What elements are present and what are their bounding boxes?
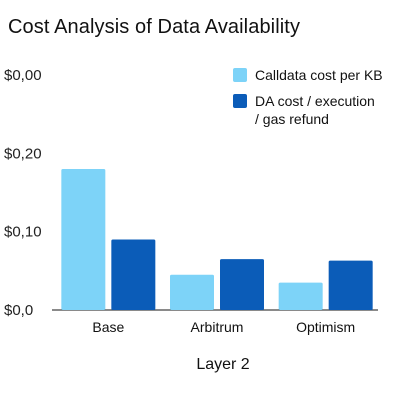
x-tick-label: Optimism xyxy=(296,319,355,335)
y-tick-label: $0,10 xyxy=(4,224,42,241)
bar xyxy=(61,169,106,310)
bar xyxy=(170,274,214,310)
y-tick-label: $0,0 xyxy=(4,302,33,319)
x-tick-label: Base xyxy=(92,319,124,335)
legend-swatch xyxy=(233,68,247,82)
legend-swatch xyxy=(233,94,247,108)
chart-bars xyxy=(61,169,373,310)
chart-axes: $0,0 $0,10 $0,20 $0,00 Base Arbitrum Optimism L… xyxy=(4,67,378,373)
legend-label: Calldata cost per KB xyxy=(255,67,383,83)
chart-title: Cost Analysis of Data Availability xyxy=(8,16,301,38)
bar xyxy=(328,260,373,310)
x-axis-title: Layer 2 xyxy=(196,356,249,373)
chart-legend: Calldata cost per KB DA cost / execution /… xyxy=(233,67,383,127)
y-tick-label: $0,00 xyxy=(4,67,42,84)
legend-label: DA cost / execution / gas refund xyxy=(255,93,375,127)
bar xyxy=(111,239,156,310)
x-tick-label: Arbitrum xyxy=(191,319,244,335)
y-tick-label: $0,20 xyxy=(4,145,42,162)
bar xyxy=(220,259,264,310)
bar xyxy=(278,282,323,310)
